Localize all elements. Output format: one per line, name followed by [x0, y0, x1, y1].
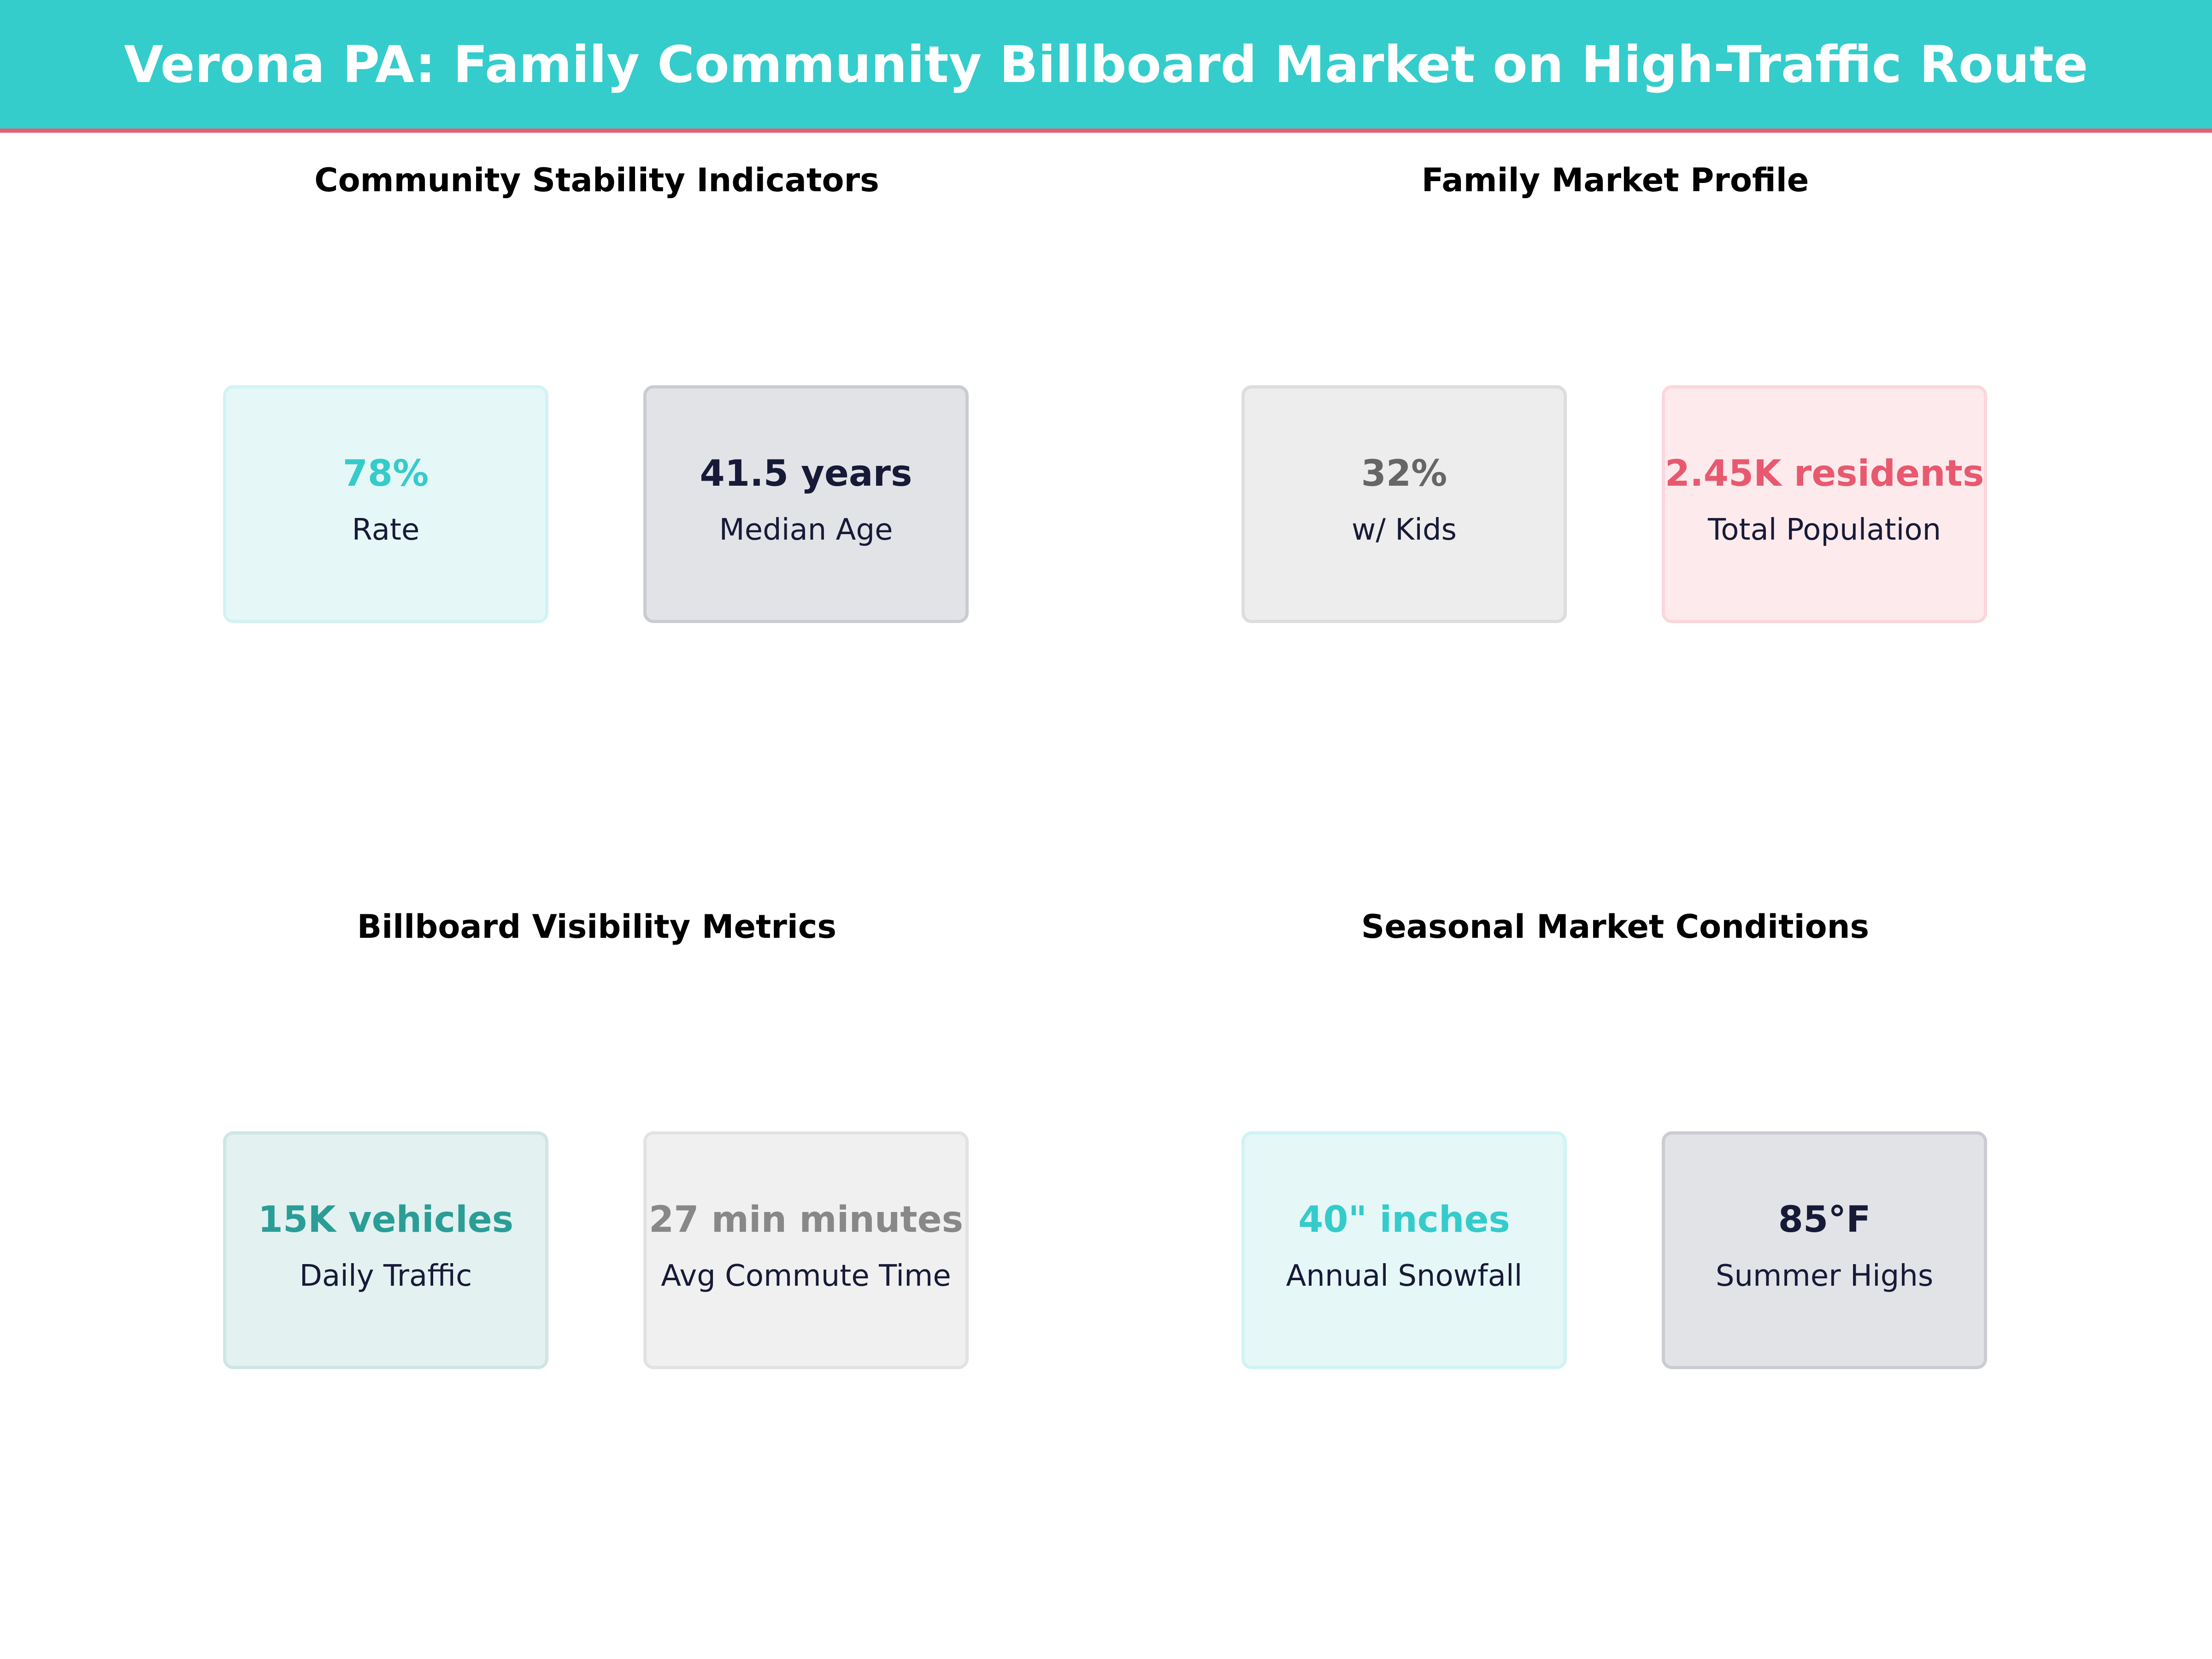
- metric-label: Annual Snowfall: [1286, 1259, 1523, 1293]
- metric-value: 41.5 years: [700, 453, 912, 494]
- metric-card-summer-highs: 85°F Summer Highs: [1662, 1131, 1987, 1369]
- metric-card-median-age: 41.5 years Median Age: [643, 385, 969, 623]
- metric-label: Summer Highs: [1715, 1259, 1934, 1293]
- metric-value: 40" inches: [1298, 1199, 1510, 1241]
- metric-value: 78%: [342, 453, 429, 494]
- section-title-community-stability: Community Stability Indicators: [314, 161, 879, 199]
- metric-card-daily-traffic: 15K vehicles Daily Traffic: [223, 1131, 548, 1369]
- metric-label: Rate: [352, 513, 420, 547]
- metric-label: w/ Kids: [1352, 513, 1457, 547]
- metric-card-rate: 78% Rate: [223, 385, 548, 623]
- metric-value: 27 min minutes: [648, 1199, 964, 1241]
- section-title-family-market: Family Market Profile: [1421, 161, 1809, 199]
- section-title-seasonal-conditions: Seasonal Market Conditions: [1361, 908, 1870, 946]
- metric-label: Median Age: [719, 513, 893, 547]
- section-title-billboard-visibility: Billboard Visibility Metrics: [357, 908, 837, 946]
- metric-value: 15K vehicles: [258, 1199, 514, 1241]
- metric-label: Total Population: [1707, 513, 1941, 547]
- metric-card-total-population: 2.45K residents Total Population: [1662, 385, 1987, 623]
- header-banner: Verona PA: Family Community Billboard Ma…: [0, 0, 2212, 133]
- metric-card-annual-snowfall: 40" inches Annual Snowfall: [1241, 1131, 1567, 1369]
- metric-card-with-kids: 32% w/ Kids: [1241, 385, 1567, 623]
- metric-label: Daily Traffic: [299, 1259, 472, 1293]
- page-title: Verona PA: Family Community Billboard Ma…: [124, 35, 2088, 94]
- metric-value: 85°F: [1778, 1199, 1871, 1241]
- metric-label: Avg Commute Time: [661, 1259, 951, 1293]
- metric-value: 2.45K residents: [1665, 453, 1984, 494]
- metric-value: 32%: [1361, 453, 1447, 494]
- metric-card-commute-time: 27 min minutes Avg Commute Time: [643, 1131, 969, 1369]
